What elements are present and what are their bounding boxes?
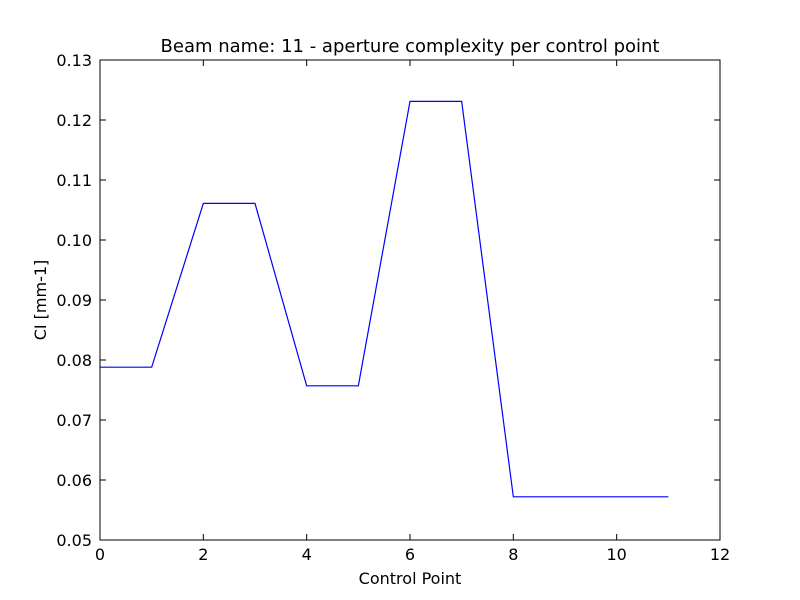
y-tick-label: 0.10: [56, 231, 92, 250]
x-tick-label: 8: [508, 545, 518, 564]
series-line: [100, 100, 669, 498]
y-tick-label: 0.05: [56, 531, 92, 550]
y-tick-label: 0.08: [56, 351, 92, 370]
x-tick-label: 4: [302, 545, 312, 564]
y-axis-label: CI [mm-1]: [31, 260, 50, 341]
axis-ticks: 0 2 4 6 8 10 12 0.05 0.06 0.07 0.08 0.09 0.10 0.11 0.1…: [56, 51, 730, 564]
x-axis-label: Control Point: [359, 569, 462, 588]
x-tick-label: 2: [198, 545, 208, 564]
y-tick-label: 0.06: [56, 471, 92, 490]
y-tick-label: 0.13: [56, 51, 92, 70]
chart-title: Beam name: 11 - aperture complexity per …: [161, 36, 660, 57]
x-tick-label: 6: [405, 545, 415, 564]
y-tick-label: 0.07: [56, 411, 92, 430]
y-tick-label: 0.12: [56, 111, 92, 130]
x-tick-label: 10: [606, 545, 626, 564]
x-tick-label: 12: [710, 545, 730, 564]
y-tick-label: 0.11: [56, 171, 92, 190]
y-tick-label: 0.09: [56, 291, 92, 310]
x-tick-label: 0: [95, 545, 105, 564]
plot-frame: [99, 59, 721, 541]
